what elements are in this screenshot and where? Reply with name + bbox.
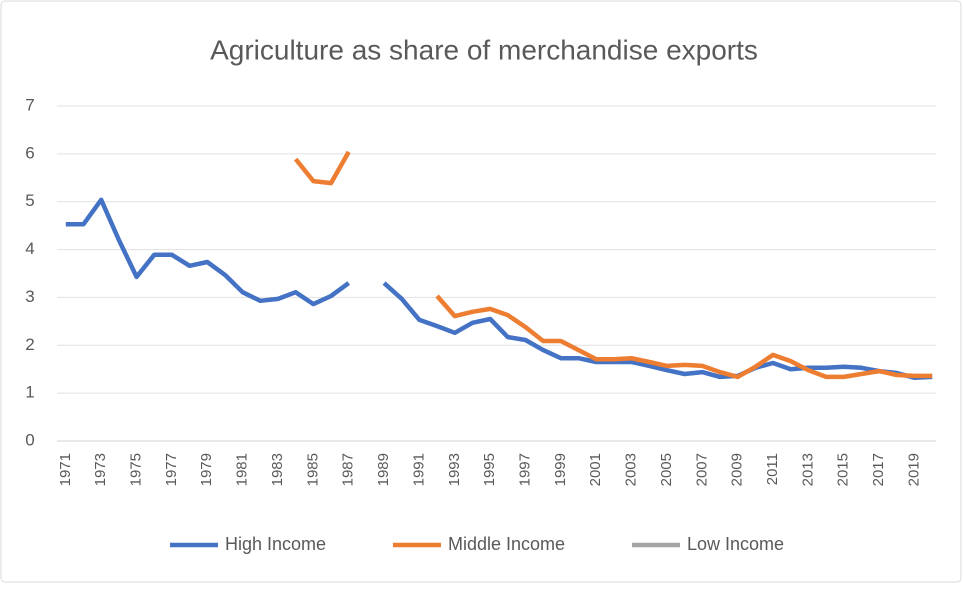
x-tick-label: 1993 — [446, 453, 463, 486]
legend-label: Middle Income — [448, 534, 565, 554]
x-tick-label: 1981 — [234, 453, 251, 486]
y-tick-label: 5 — [25, 191, 34, 210]
x-tick-label: 2001 — [587, 453, 604, 486]
x-tick-label: 2017 — [870, 453, 887, 486]
x-tick-label: 2009 — [729, 453, 746, 486]
x-tick-label: 2005 — [658, 453, 675, 486]
x-tick-label: 1995 — [481, 453, 498, 486]
x-tick-label: 1979 — [198, 453, 215, 486]
x-tick-label: 1987 — [340, 453, 357, 486]
series-line — [293, 150, 933, 380]
y-tick-label: 2 — [25, 335, 34, 354]
x-tick-label: 1991 — [410, 453, 427, 486]
x-tick-label: 2003 — [623, 453, 640, 486]
x-tick-label: 1975 — [128, 453, 145, 486]
y-tick-label: 7 — [25, 95, 34, 114]
x-tick-label: 1973 — [92, 453, 109, 486]
y-tick-label: 0 — [25, 430, 34, 449]
x-tick-label: 1999 — [552, 453, 569, 486]
y-tick-label: 6 — [25, 143, 34, 162]
legend-label: High Income — [225, 534, 326, 554]
x-tick-label: 2015 — [835, 453, 852, 486]
chart-title: Agriculture as share of merchandise expo… — [210, 34, 758, 65]
x-tick-label: 2007 — [693, 453, 710, 486]
x-tick-label: 1997 — [516, 453, 533, 486]
x-tick-label: 2013 — [799, 453, 816, 486]
legend-label: Low Income — [687, 534, 784, 554]
x-tick-label: 1985 — [304, 453, 321, 486]
x-tick-label: 1977 — [163, 453, 180, 486]
x-tick-label: 2019 — [905, 453, 922, 486]
x-tick-label: 1971 — [57, 453, 74, 486]
x-tick-label: 1989 — [375, 453, 392, 486]
series-line — [65, 197, 933, 381]
y-tick-label: 1 — [25, 383, 34, 402]
x-tick-label: 2011 — [764, 453, 781, 485]
y-tick-label: 3 — [25, 287, 34, 306]
x-tick-label: 1983 — [269, 453, 286, 486]
y-tick-label: 4 — [25, 239, 34, 258]
